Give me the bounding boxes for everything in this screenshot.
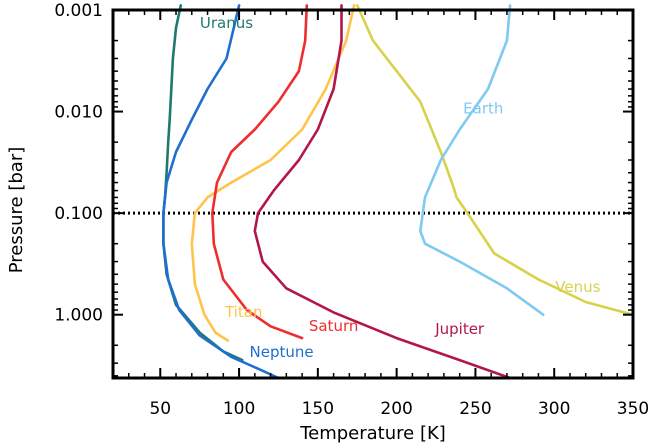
series-label-neptune: Neptune (250, 343, 314, 361)
series-label-layer: Uranus Neptune Titan Saturn Jupiter Venus Eart… (200, 14, 601, 361)
tick-layer: 50 100 150 200 250 300 350 0.001 0.010 0.100 1.000 (54, 1, 649, 419)
x-tick-label: 100 (223, 399, 255, 419)
axes-frame (111, 8, 635, 380)
series-label-saturn: Saturn (309, 317, 359, 335)
x-tick-label: 200 (380, 399, 412, 419)
y-tick-label: 0.010 (54, 103, 103, 123)
series-line-saturn (211, 4, 309, 340)
series-label-jupiter: Jupiter (434, 320, 485, 338)
x-axis-title: Temperature [K] (299, 423, 446, 444)
series-label-titan: Titan (224, 303, 262, 321)
series-line-titan (190, 4, 356, 342)
y-axis-title: Pressure [bar] (6, 147, 27, 273)
x-tick-label: 250 (459, 399, 491, 419)
series-line-earth (418, 4, 545, 317)
series-line-jupiter (253, 4, 512, 380)
x-tick-label: 300 (538, 399, 570, 419)
series-label-uranus: Uranus (200, 14, 253, 32)
series-label-earth: Earth (463, 100, 503, 118)
x-tick-label: 150 (302, 399, 334, 419)
series-label-venus: Venus (555, 278, 600, 296)
y-tick-label: 1.000 (54, 306, 103, 326)
axes-frame-layer (111, 8, 635, 380)
x-tick-label: 50 (149, 399, 171, 419)
series-line-venus (355, 4, 635, 317)
y-tick-label: 0.100 (54, 204, 103, 224)
series-line-neptune (162, 4, 280, 380)
x-tick-label: 350 (617, 399, 649, 419)
series-layer (162, 4, 635, 380)
y-tick-label: 0.001 (54, 1, 103, 21)
